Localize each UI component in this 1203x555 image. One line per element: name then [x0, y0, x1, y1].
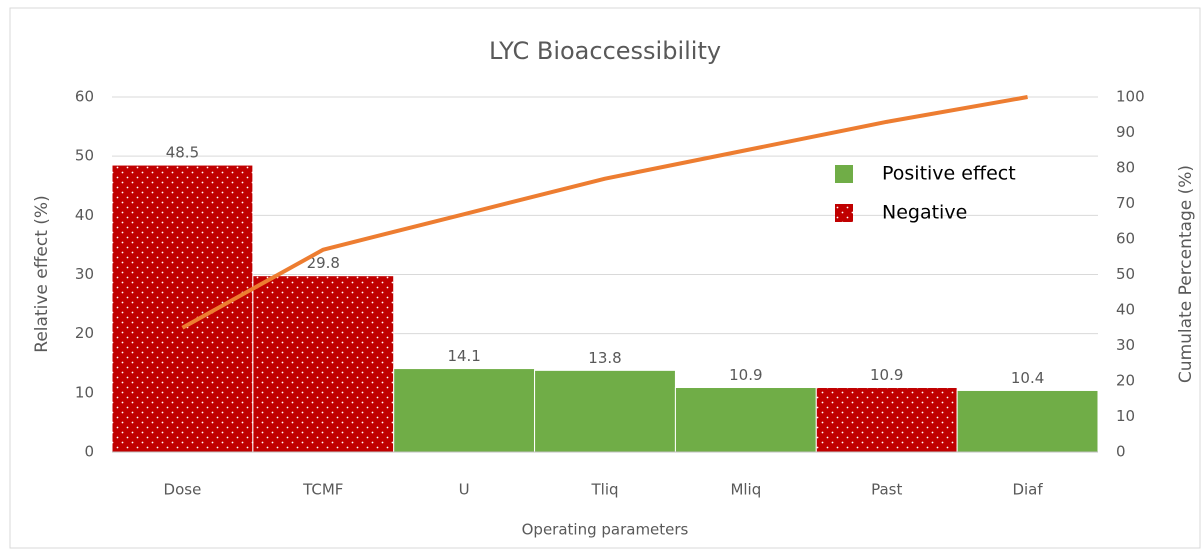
data-label: 14.1: [447, 347, 480, 365]
x-tick-label: U: [459, 481, 470, 499]
y-tick-label: 0: [84, 443, 94, 461]
x-axis-label: Operating parameters: [522, 521, 689, 539]
y2-axis-label: Cumulate Percentage (%): [1176, 165, 1196, 383]
legend-swatch: [835, 204, 853, 222]
bar: [815, 387, 958, 453]
bar: [956, 389, 1099, 453]
y-tick-label: 40: [75, 206, 94, 224]
data-label: 10.9: [870, 366, 903, 384]
data-label: 10.4: [1011, 369, 1044, 387]
data-label: 48.5: [166, 144, 199, 162]
y-tick-label: 20: [75, 324, 94, 342]
y2-tick-label: 80: [1116, 159, 1135, 177]
bar: [534, 369, 676, 453]
y2-tick-label: 100: [1116, 88, 1145, 106]
y2-tick-label: 40: [1116, 301, 1135, 319]
x-tick-label: Diaf: [1012, 481, 1043, 499]
y-tick-label: 60: [75, 88, 94, 106]
y2-tick-label: 70: [1116, 194, 1135, 212]
data-label: 13.8: [588, 349, 621, 367]
x-tick-label: Past: [871, 481, 902, 499]
data-label: 10.9: [729, 366, 762, 384]
bar: [674, 387, 817, 453]
x-tick-label: Dose: [164, 481, 202, 499]
bar: [252, 275, 395, 453]
y2-tick-label: 50: [1116, 265, 1135, 283]
bar: [111, 164, 254, 453]
data-label: 29.8: [307, 254, 340, 272]
cumulative-line: [181, 95, 1028, 330]
y2-tick-label: 10: [1116, 407, 1135, 425]
y2-tick-label: 30: [1116, 336, 1135, 354]
y2-tick-label: 0: [1116, 443, 1126, 461]
y-tick-label: 30: [75, 265, 94, 283]
x-tick-label: Mliq: [730, 481, 761, 499]
chart-title: LYC Bioaccessibility: [489, 37, 721, 65]
legend-label: Positive effect: [882, 163, 1016, 185]
y2-tick-label: 20: [1116, 372, 1135, 390]
bar: [393, 368, 536, 453]
legend-swatch: [835, 165, 853, 183]
x-tick-label: Tliq: [590, 481, 618, 499]
x-tick-label: TCMF: [302, 481, 343, 499]
y-tick-label: 50: [75, 147, 94, 165]
y-tick-label: 10: [75, 383, 94, 401]
y2-tick-label: 90: [1116, 123, 1135, 141]
y-axis-label: Relative effect (%): [32, 195, 52, 352]
y2-tick-label: 60: [1116, 230, 1135, 248]
legend-label: Negative: [882, 202, 967, 224]
